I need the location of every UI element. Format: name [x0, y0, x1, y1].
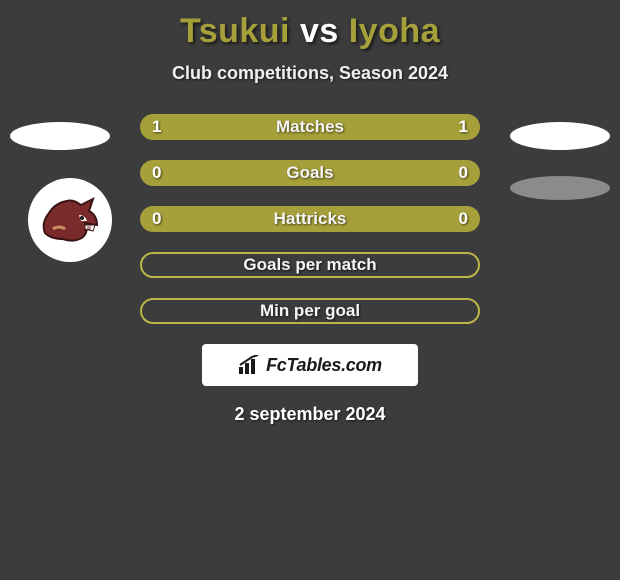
vs-label: vs — [300, 12, 339, 50]
stat-row: 0 Goals 0 — [140, 160, 480, 186]
stat-list: 1 Matches 1 0 Goals 0 0 Hattricks 0 Goals per mat… — [140, 114, 480, 324]
stat-right-value: 0 — [459, 163, 468, 183]
stat-row: Min per goal — [140, 298, 480, 324]
brand-box: FcTables.com — [202, 344, 418, 386]
stat-left-value: 0 — [152, 163, 161, 183]
stat-label: Goals per match — [243, 255, 376, 275]
player2-name: Iyoha — [349, 12, 440, 50]
stat-left-value: 0 — [152, 209, 161, 229]
player1-name: Tsukui — [180, 12, 290, 50]
stat-label: Hattricks — [274, 209, 347, 229]
stat-label: Goals — [286, 163, 333, 183]
player2-badge-ellipse-2 — [510, 176, 610, 200]
subtitle: Club competitions, Season 2024 — [0, 63, 620, 84]
stat-row: 0 Hattricks 0 — [140, 206, 480, 232]
coyote-icon — [35, 185, 105, 255]
stat-right-value: 0 — [459, 209, 468, 229]
player1-badge-ellipse — [10, 122, 110, 150]
brand-chart-icon — [238, 355, 262, 375]
team-logo — [28, 178, 112, 262]
stat-label: Min per goal — [260, 301, 360, 321]
stat-label: Matches — [276, 117, 344, 137]
date-label: 2 september 2024 — [0, 404, 620, 425]
player2-badge-ellipse — [510, 122, 610, 150]
comparison-title: Tsukui vs Iyoha — [0, 12, 620, 51]
stat-left-value: 1 — [152, 117, 161, 137]
stat-row: Goals per match — [140, 252, 480, 278]
stat-right-value: 1 — [459, 117, 468, 137]
brand-label: FcTables.com — [266, 355, 382, 376]
stat-row: 1 Matches 1 — [140, 114, 480, 140]
